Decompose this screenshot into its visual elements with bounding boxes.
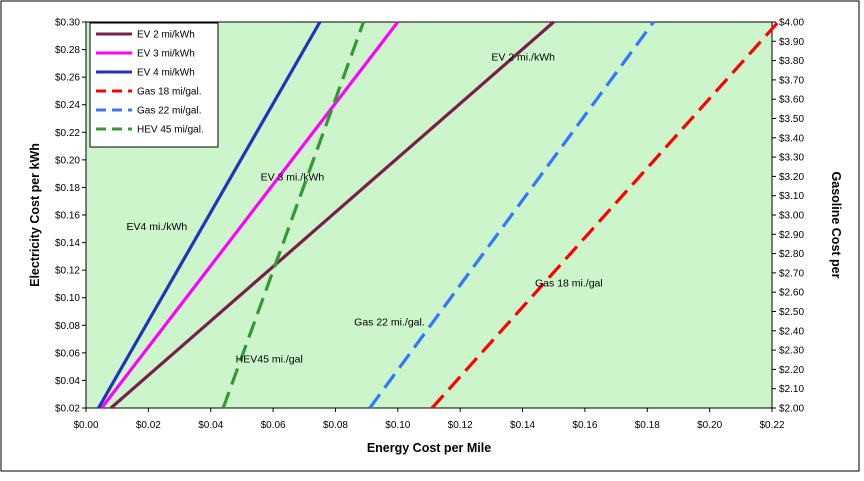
x-tick-label: $0.06 <box>261 420 286 431</box>
y-right-tick-label: $3.00 <box>779 211 804 222</box>
series-line-5 <box>221 21 366 409</box>
y-right-tick-label: $2.00 <box>779 404 804 415</box>
y-right-axis-title: Gasoline Cost per <box>829 172 843 279</box>
legend-label: EV 3 mi/kWh <box>137 49 195 60</box>
y-left-tick-label: $0.02 <box>55 404 80 415</box>
y-right-tick-label: $3.70 <box>779 75 804 86</box>
x-tick-label: $0.04 <box>198 420 223 431</box>
x-tick-label: $0.20 <box>697 420 722 431</box>
y-right-tick-label: $3.10 <box>779 191 804 202</box>
y-left-tick-label: $0.06 <box>55 348 80 359</box>
y-left-tick-label: $0.08 <box>55 321 80 332</box>
y-left-tick-label: $0.12 <box>55 266 80 277</box>
x-tick-label: $0.18 <box>635 420 660 431</box>
y-right-tick-label: $3.20 <box>779 172 804 183</box>
x-tick-label: $0.00 <box>73 420 98 431</box>
x-tick-label: $0.16 <box>572 420 597 431</box>
y-right-tick-label: $2.70 <box>779 268 804 279</box>
y-left-tick-label: $0.30 <box>55 18 80 29</box>
y-right-tick-label: $3.60 <box>779 95 804 106</box>
y-right-tick-label: $3.40 <box>779 133 804 144</box>
series-annotation: EV 2 mi./kWh <box>491 52 555 64</box>
y-left-tick-label: $0.24 <box>55 100 80 111</box>
y-right-tick-label: $2.90 <box>779 230 804 241</box>
y-right-tick-label: $2.50 <box>779 307 804 318</box>
x-tick-label: $0.02 <box>136 420 161 431</box>
y-left-tick-label: $0.16 <box>55 211 80 222</box>
legend-label: EV 2 mi/kWh <box>137 30 195 41</box>
y-left-tick-label: $0.20 <box>55 155 80 166</box>
y-left-tick-label: $0.28 <box>55 45 80 56</box>
series-annotation: Gas 22 mi./gal. <box>354 316 425 328</box>
legend-label: EV 4 mi/kWh <box>137 68 195 79</box>
y-right-tick-label: $2.40 <box>779 326 804 337</box>
y-left-tick-label: $0.10 <box>55 293 80 304</box>
legend-box <box>89 22 219 148</box>
y-left-tick-label: $0.18 <box>55 183 80 194</box>
series-lines <box>97 20 780 410</box>
series-line-3 <box>430 20 780 410</box>
y-left-tick-label: $0.26 <box>55 73 80 84</box>
y-right-tick-label: $2.10 <box>779 384 804 395</box>
axis-ticks: $0.00 $0.02 $0.04 $0.06 $0.08 $0.10 $0.12 $0.14… <box>55 18 804 432</box>
y-right-tick-label: $3.50 <box>779 114 804 125</box>
series-annotation: Gas 18 mi./gal <box>535 278 603 290</box>
series-line-0 <box>109 20 555 410</box>
y-left-axis-title: Electricity Cost per kWh <box>28 143 42 287</box>
y-right-tick-label: $2.80 <box>779 249 804 260</box>
x-tick-label: $0.14 <box>510 420 535 431</box>
legend: EV 2 mi/kWh EV 3 mi/kWh EV 4 mi/kWh Gas 18 … <box>89 22 219 148</box>
series-annotation: EV 3 mi./kWh <box>261 172 325 184</box>
series-line-1 <box>100 21 400 409</box>
y-right-tick-label: $2.30 <box>779 346 804 357</box>
legend-label: HEV 45 mi/gal. <box>137 125 204 136</box>
y-right-tick-label: $4.00 <box>779 18 804 29</box>
series-line-4 <box>368 21 655 409</box>
x-tick-label: $0.10 <box>385 420 410 431</box>
series-annotation: HEV45 mi./gal <box>236 354 303 366</box>
x-axis-title: Energy Cost per Mile <box>367 441 491 455</box>
series-line-2 <box>97 21 322 409</box>
legend-label: Gas 18 mi/gal. <box>137 87 201 98</box>
y-left-tick-label: $0.14 <box>55 238 80 249</box>
y-right-tick-label: $2.20 <box>779 365 804 376</box>
y-left-tick-label: $0.04 <box>55 376 80 387</box>
annotations: EV 2 mi./kWh EV 3 mi./kWh EV4 mi./kWh Gas 1… <box>127 52 603 366</box>
series-annotation: EV4 mi./kWh <box>127 221 188 233</box>
y-right-tick-label: $3.90 <box>779 37 804 48</box>
x-tick-label: $0.08 <box>323 420 348 431</box>
y-right-tick-label: $3.80 <box>779 56 804 67</box>
y-right-tick-label: $2.60 <box>779 288 804 299</box>
x-tick-label: $0.22 <box>759 420 784 431</box>
y-right-tick-label: $3.30 <box>779 153 804 164</box>
x-tick-label: $0.12 <box>448 420 473 431</box>
y-left-tick-label: $0.22 <box>55 128 80 139</box>
legend-label: Gas 22 mi/gal. <box>137 106 201 117</box>
